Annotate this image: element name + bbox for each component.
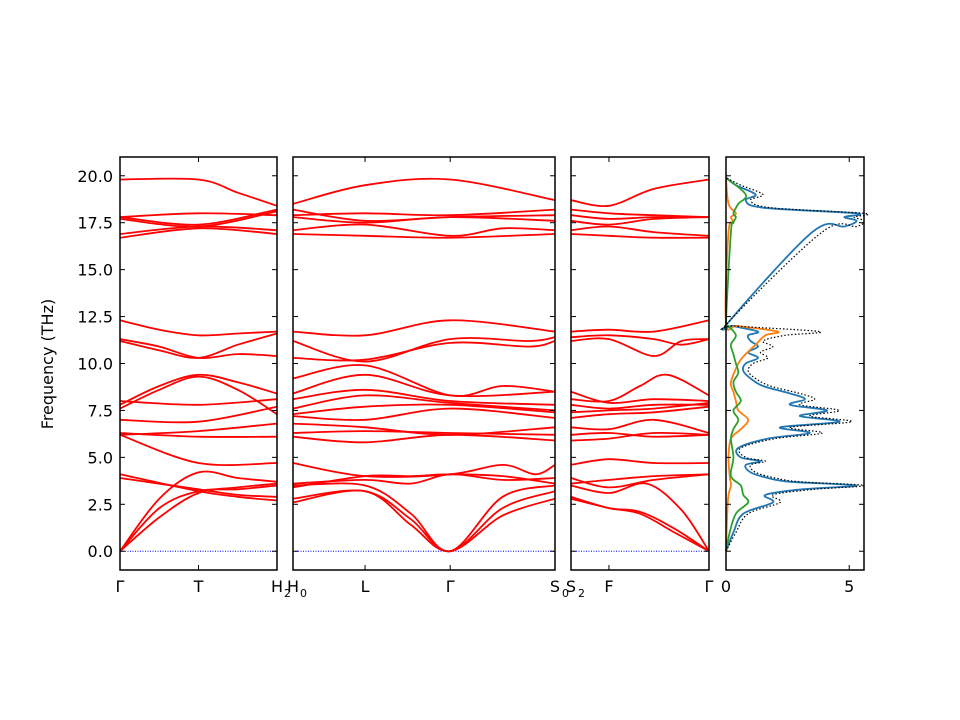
- phonon-band: [570, 225, 710, 237]
- phonon-band: [292, 433, 556, 444]
- phonon-band: [119, 177, 278, 207]
- phonon-band: [570, 473, 710, 489]
- kpoint-label: S: [550, 577, 560, 596]
- y-tick-label: 17.5: [77, 214, 113, 233]
- phonon-band: [119, 433, 278, 466]
- phonon-band: [570, 178, 710, 208]
- phonon-band: [119, 375, 278, 415]
- phonon-band: [570, 495, 710, 552]
- dos-x-tick-label: 5: [844, 577, 854, 596]
- phonon-band: [292, 407, 556, 421]
- phonon-band: [292, 473, 556, 485]
- phonon-band: [292, 208, 556, 222]
- dos-x-tick-label: 0: [721, 577, 731, 596]
- phonon-band: [292, 489, 556, 553]
- phonon-band: [570, 373, 710, 403]
- phonon-band: [119, 473, 278, 502]
- phonon-band: [570, 319, 710, 333]
- phonon-band: [119, 477, 278, 498]
- kpoint-label: S: [566, 577, 576, 596]
- phonon-band: [292, 388, 556, 406]
- phonon-band: [292, 403, 556, 416]
- dos-curve: [722, 176, 862, 552]
- phonon-band: [292, 394, 556, 412]
- phonon-band: [570, 432, 710, 438]
- phonon-band: [119, 210, 278, 228]
- phonon-band: [570, 337, 710, 357]
- phonon-band: [292, 364, 556, 397]
- band-panel-frame: [292, 156, 556, 571]
- kpoint-label: T: [193, 577, 204, 596]
- kpoint-label: Γ: [705, 577, 714, 596]
- kpoint-label-subscript: 2: [578, 587, 585, 600]
- dos-panel-frame: [725, 156, 865, 571]
- kpoint-label: L: [361, 577, 370, 596]
- phonon-band: [570, 233, 710, 239]
- kpoint-label-subscript: 2: [284, 587, 291, 600]
- phonon-band: [570, 405, 710, 419]
- phonon-band: [292, 462, 556, 478]
- kpoint-label: H: [271, 577, 283, 596]
- phonon-band: [119, 332, 278, 359]
- y-tick-label: 5.0: [88, 448, 113, 467]
- phonon-band: [570, 482, 710, 552]
- phonon-band: [292, 223, 556, 237]
- phonon-band: [119, 422, 278, 436]
- kpoint-label: Γ: [116, 577, 125, 596]
- phonon-band: [292, 422, 556, 436]
- y-tick-label: 20.0: [77, 167, 113, 186]
- phonon-band: [292, 233, 556, 239]
- y-tick-label: 10.0: [77, 355, 113, 374]
- phonon-band: [119, 405, 278, 424]
- kpoint-label: F: [604, 577, 613, 596]
- y-axis-label: Frequency (THz): [38, 299, 57, 429]
- y-tick-label: 12.5: [77, 308, 113, 327]
- kpoint-label-subscript: 0: [300, 587, 307, 600]
- phonon-band: [570, 402, 710, 414]
- phonon-band: [570, 390, 710, 405]
- band-panel-frame: [570, 156, 710, 571]
- dos-curve: [719, 177, 869, 552]
- y-tick-label: 7.5: [88, 401, 113, 420]
- dos-curve: [725, 177, 750, 552]
- band-panel-1: Γ T H 20.02.55.07.510.012.515.017.520.0: [77, 156, 291, 600]
- kpoint-label: Γ: [446, 577, 455, 596]
- phonon-band: [570, 458, 710, 466]
- plot-layer: Γ T H 20.02.55.07.510.012.515.017.520.0H 0 L Γ…: [77, 156, 869, 600]
- phonon-band: [292, 208, 556, 217]
- phonon-band: [570, 473, 710, 485]
- phonon-band: [119, 373, 278, 406]
- phonon-band: [292, 340, 556, 362]
- y-tick-label: 2.5: [88, 495, 113, 514]
- phonon-band: [119, 319, 278, 337]
- phonon-band: [119, 482, 278, 552]
- phonon-band: [292, 373, 556, 398]
- band-panel-frame: [119, 156, 278, 571]
- phonon-band: [119, 398, 278, 406]
- phonon-band: [119, 208, 278, 226]
- phonon-band: [292, 319, 556, 337]
- y-tick-label: 15.0: [77, 261, 113, 280]
- phonon-band: [570, 334, 710, 346]
- phonon-band: [570, 208, 710, 218]
- phonon-band: [119, 227, 278, 239]
- y-tick-label: 0.0: [88, 542, 113, 561]
- kpoint-label-subscript: 0: [562, 587, 569, 600]
- kpoint-label: H: [287, 577, 299, 596]
- phonon-band: [570, 418, 710, 434]
- phonon-band: [292, 482, 556, 553]
- phonon-band: [570, 403, 710, 410]
- phonon-band: [292, 177, 556, 205]
- phonon-band: [292, 336, 556, 363]
- phonon-band: [119, 470, 278, 552]
